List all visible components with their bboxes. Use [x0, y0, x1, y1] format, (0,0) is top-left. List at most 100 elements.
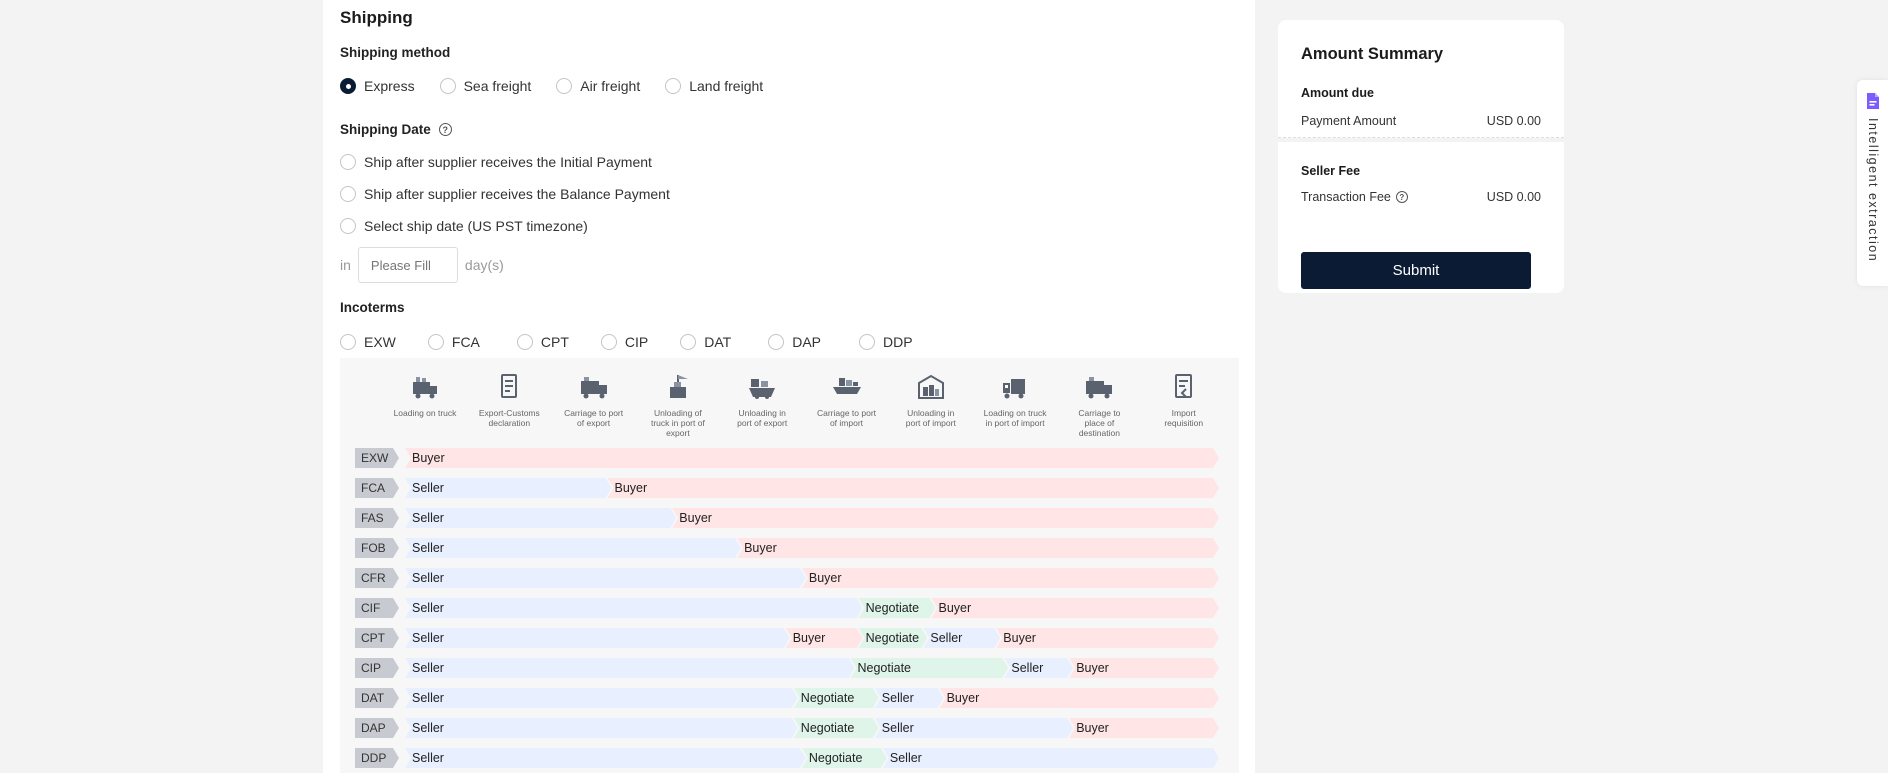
shipping-date-label: Shipping Date ? — [340, 122, 452, 137]
radio-incoterm-cpt[interactable] — [516, 334, 533, 350]
help-icon[interactable]: ? — [438, 123, 452, 136]
step-label: Carriage to port of export — [564, 408, 624, 428]
step-4: Unloading of truck in port of export — [646, 373, 710, 438]
days-input[interactable] — [357, 247, 458, 283]
step-label: Unloading in port of import — [905, 408, 956, 428]
segment-negotiate: Negotiate — [859, 628, 928, 648]
step-label: Unloading in port of export — [737, 408, 788, 428]
segment-buyer: Buyer — [405, 448, 1219, 468]
incoterm-row-exw: EXW Buyer — [355, 448, 1225, 468]
incoterm-option-dap[interactable]: DAP — [768, 334, 821, 350]
radio-sea-freight[interactable] — [439, 78, 456, 94]
radio-date-select[interactable] — [340, 218, 356, 234]
step-label: Carriage to port of import — [816, 408, 877, 428]
summary-top: Amount Summary Amount due Payment Amount… — [1278, 20, 1564, 138]
step-label: Import requisition — [1164, 408, 1204, 428]
segment-seller: Seller — [405, 658, 855, 678]
segment-negotiate: Negotiate — [794, 718, 879, 738]
incoterm-option-exw[interactable]: EXW — [340, 334, 396, 350]
segment-seller: Seller — [405, 478, 612, 498]
incoterm-option-dat[interactable]: DAT — [680, 334, 731, 350]
submit-button[interactable]: Submit — [1301, 252, 1531, 289]
incoterms-chart: Loading on truck Export-Customs declarati… — [340, 358, 1239, 773]
radio-incoterm-fca[interactable] — [427, 334, 444, 350]
segment-buyer: Buyer — [1069, 658, 1219, 678]
method-sea-freight-option[interactable]: Sea freight — [439, 78, 532, 94]
date-option-initial[interactable]: Ship after supplier receives the Initial… — [340, 154, 652, 170]
incoterm-option-cip[interactable]: CIP — [600, 334, 648, 350]
forklift-icon — [1003, 379, 1026, 399]
incoterm-row-fob: FOB Seller Buyer — [355, 538, 1225, 558]
segment-seller: Seller — [405, 688, 798, 708]
radio-incoterm-cip[interactable] — [600, 334, 617, 350]
segment-seller: Seller — [883, 748, 1219, 768]
shipping-title: Shipping — [340, 8, 413, 27]
incoterm-tag: DDP — [355, 748, 399, 768]
segment-seller: Seller — [875, 688, 944, 708]
amount-summary: Amount Summary Amount due Payment Amount… — [1278, 20, 1564, 293]
step-9: Carriage to place of destination — [1067, 373, 1131, 438]
segment-buyer: Buyer — [996, 628, 1219, 648]
incoterm-row-ddp: DDP Seller Negotiate Seller — [355, 748, 1225, 768]
method-express-option[interactable]: Express — [340, 78, 415, 94]
segment-negotiate: Negotiate — [802, 748, 887, 768]
incoterm-option-fca[interactable]: FCA — [427, 334, 480, 350]
radio-express[interactable] — [340, 78, 356, 94]
step-label: Unloading of truck in port of export — [650, 408, 705, 438]
incoterm-option-label: DDP — [883, 334, 913, 350]
radio-date-balance[interactable] — [340, 186, 356, 202]
intelligent-extraction-tab[interactable]: Intelligent extraction — [1857, 80, 1888, 286]
method-sea-freight-label: Sea freight — [463, 78, 532, 94]
segment-seller: Seller — [405, 628, 790, 648]
ship-icon — [749, 379, 776, 399]
shipping-card: Shipping Shipping method Express Sea fre… — [323, 0, 1255, 773]
transaction-fee-help-icon[interactable]: ? — [1395, 191, 1408, 203]
incoterm-tag: CIP — [355, 658, 399, 678]
date-option-select-label: Select ship date (US PST timezone) — [364, 218, 588, 234]
method-express-label: Express — [364, 78, 415, 94]
days-prefix: in — [340, 257, 351, 273]
date-option-balance-label: Ship after supplier receives the Balance… — [364, 186, 670, 202]
step-label: Loading on truck — [393, 408, 457, 418]
payment-amount-row: Payment Amount USD 0.00 — [1301, 114, 1541, 128]
incoterm-option-ddp[interactable]: DDP — [859, 334, 913, 350]
radio-date-initial[interactable] — [340, 154, 356, 170]
step-3: Carriage to port of export — [562, 373, 626, 428]
method-air-freight-option[interactable]: Air freight — [556, 78, 640, 94]
incoterm-option-label: CPT — [540, 334, 569, 350]
radio-air-freight[interactable] — [556, 78, 573, 94]
radio-incoterm-dat[interactable] — [680, 334, 697, 350]
segment-buyer: Buyer — [672, 508, 1219, 528]
incoterm-tag: CFR — [355, 568, 399, 588]
incoterm-row-dat: DAT Seller Negotiate Seller Buyer — [355, 688, 1225, 708]
segment-negotiate: Negotiate — [859, 598, 936, 618]
segment-seller: Seller — [1004, 658, 1073, 678]
segment-buyer: Buyer — [608, 478, 1220, 498]
summary-bottom: Seller Fee Transaction Fee ? USD 0.00 Su… — [1278, 142, 1564, 293]
days-row: in day(s) — [340, 247, 504, 283]
crane-icon — [669, 375, 688, 398]
date-option-select[interactable]: Select ship date (US PST timezone) — [340, 218, 588, 234]
incoterms-options: EXW FCA CPT CIP DAT DAP DDP — [340, 334, 913, 350]
date-option-balance[interactable]: Ship after supplier receives the Balance… — [340, 186, 670, 202]
shipping-method-label: Shipping method — [340, 45, 451, 60]
segment-buyer: Buyer — [786, 628, 863, 648]
incoterm-option-cpt[interactable]: CPT — [516, 334, 569, 350]
radio-incoterm-ddp[interactable] — [859, 334, 875, 350]
warehouse-icon — [917, 374, 944, 399]
segment-buyer: Buyer — [802, 568, 1219, 588]
radio-land-freight[interactable] — [665, 78, 682, 94]
incoterm-option-label: EXW — [364, 334, 396, 350]
truck-icon — [1086, 377, 1113, 399]
radio-incoterm-exw[interactable] — [340, 334, 356, 350]
transaction-fee-value: USD 0.00 — [1486, 190, 1541, 204]
method-land-freight-option[interactable]: Land freight — [665, 78, 763, 94]
method-land-freight-label: Land freight — [689, 78, 764, 94]
segment-buyer: Buyer — [737, 538, 1219, 558]
incoterm-row-fas: FAS Seller Buyer — [355, 508, 1225, 528]
segment-buyer: Buyer — [940, 688, 1219, 708]
incoterm-tag: CIF — [355, 598, 399, 618]
incoterm-tag: FAS — [355, 508, 399, 528]
incoterms-label: Incoterms — [340, 300, 405, 315]
radio-incoterm-dap[interactable] — [768, 334, 785, 350]
